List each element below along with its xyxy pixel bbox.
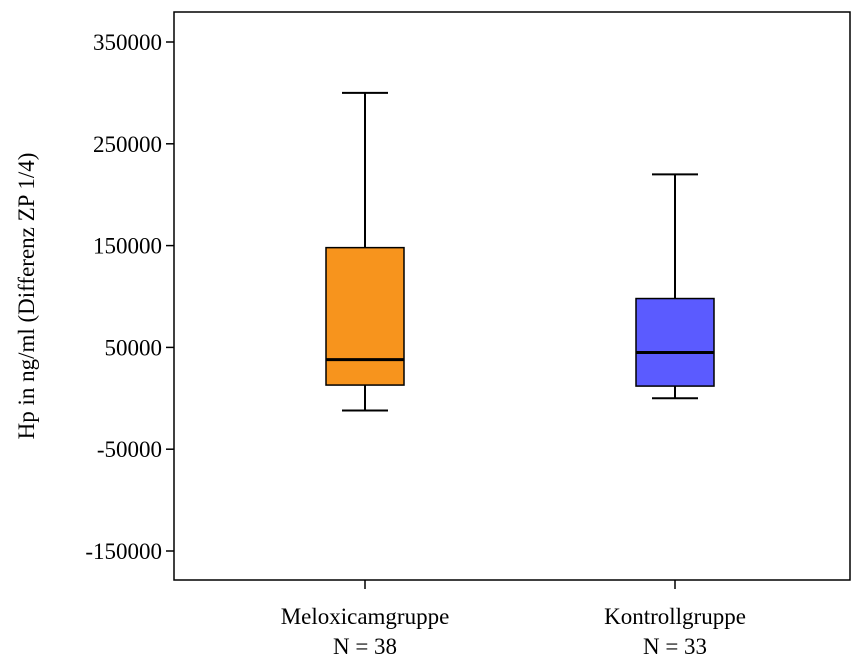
y-axis: 350000 250000 150000 50000 -50000 -150000 (85, 30, 174, 564)
box-group (325, 91, 405, 412)
x-category-label: Meloxicamgruppe (281, 604, 450, 629)
x-category-label: Kontrollgruppe (604, 604, 746, 629)
y-tick-label: -150000 (85, 539, 162, 564)
y-tick-label: 350000 (93, 30, 162, 55)
iqr-box (325, 246, 405, 386)
iqr-box (635, 297, 715, 387)
y-tick-label: 250000 (93, 132, 162, 157)
y-axis-title: Hp in ng/ml (Differenz ZP 1/4) (14, 153, 39, 440)
box-group (635, 173, 715, 400)
plot-frame (173, 11, 851, 581)
x-category-n-label: N = 38 (333, 634, 397, 659)
y-tick-label: -50000 (97, 437, 162, 462)
y-tick-label: 150000 (93, 234, 162, 259)
x-axis: Meloxicamgruppe N = 38 Kontrollgruppe N = 3… (281, 580, 746, 659)
boxes (325, 91, 715, 412)
y-tick-label: 50000 (105, 335, 163, 360)
x-category-n-label: N = 33 (643, 634, 707, 659)
